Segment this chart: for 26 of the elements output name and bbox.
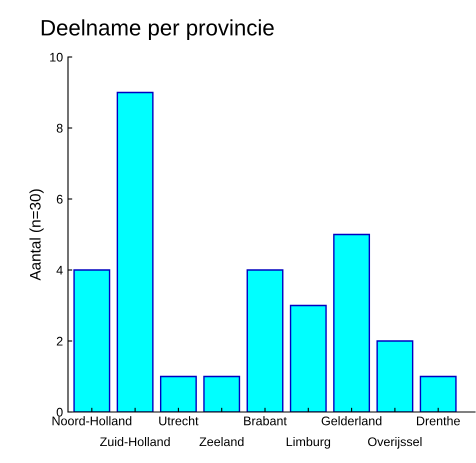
y-axis-title: Aantal (n=30) xyxy=(29,189,44,281)
bar xyxy=(160,376,197,412)
y-tick-label: 0 xyxy=(56,408,63,417)
x-tick-label: Noord-Holland xyxy=(52,416,132,426)
y-tick-label: 4 xyxy=(56,266,63,275)
bar xyxy=(290,304,327,412)
x-tick-label: Gelderland xyxy=(322,416,382,426)
bar xyxy=(203,376,240,412)
x-tick-label: Zuid-Holland xyxy=(100,437,170,446)
chart-title: Deelname per provincie xyxy=(42,19,274,40)
bar xyxy=(420,376,457,412)
x-tick-label: Utrecht xyxy=(159,416,198,426)
x-tick-label: Brabant xyxy=(244,416,287,426)
bar xyxy=(73,269,110,412)
x-tick-label: Overijssel xyxy=(368,437,422,449)
bar xyxy=(376,340,414,412)
x-tick-label: Limburg xyxy=(286,437,330,449)
bar xyxy=(116,92,154,412)
x-tick-label: Drenthe xyxy=(416,416,460,426)
bar xyxy=(333,234,370,412)
y-tick-label: 8 xyxy=(56,124,63,133)
y-tick-label: 10 xyxy=(50,52,63,62)
y-tick-label: 6 xyxy=(56,194,63,204)
x-tick-label: Zeeland xyxy=(200,437,244,446)
y-tick-label: 2 xyxy=(56,336,63,346)
bar xyxy=(246,269,284,412)
